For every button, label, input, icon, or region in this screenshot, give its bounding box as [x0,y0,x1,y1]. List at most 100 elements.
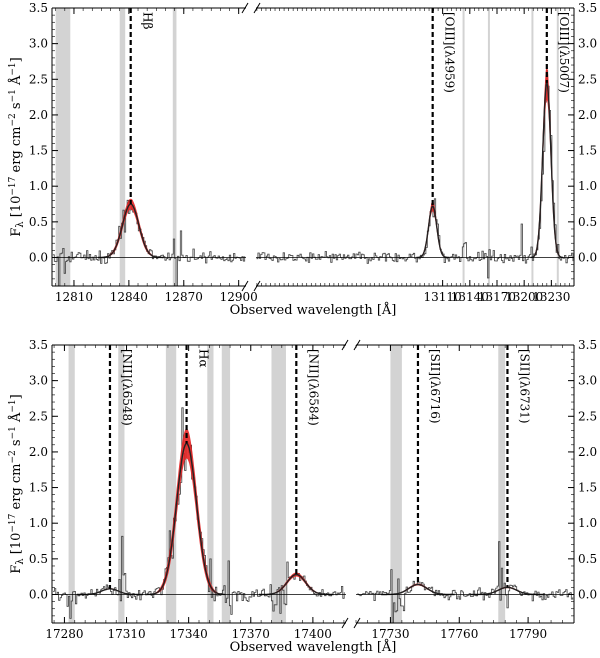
x-tick-label: 17730 [371,627,409,641]
x-tick-label: 17340 [170,627,208,641]
y-tick-labels-right: 3.5 3.0 2.5 2.0 1.5 1.0 0.5 0.0 [578,338,597,601]
sky-band [118,345,125,623]
fit-uncertainty-band [146,428,226,595]
sky-band [119,8,126,286]
y-tick-label: 1.5 [578,481,597,495]
x-tick-labels: 12810 12840 12870 12900 13110131401317013200… [55,290,571,304]
y-tick-label: 2.0 [29,108,48,122]
line-label: [OIII](λ5007) [557,12,571,93]
flux-trace [256,70,574,279]
y-tick-label: 2.5 [29,72,48,86]
break-slash [253,2,261,14]
fit-model-line [416,205,449,259]
y-tick-label: 0.0 [29,250,48,264]
y-tick-labels-left: 3.5 3.0 2.5 2.0 1.5 1.0 0.5 0.0 [29,1,48,264]
line-label: [SII](λ6731) [517,349,531,424]
sky-band [498,345,506,623]
y-tick-label: 0.0 [578,587,597,601]
y-tick-label: 3.0 [578,374,597,388]
break-slash [241,2,249,14]
y-tick-labels-left: 3.5 3.0 2.5 2.0 1.5 1.0 0.5 0.0 [29,338,48,601]
line-label: [OIII](λ4959) [443,12,457,93]
y-tick-label: 3.0 [29,374,48,388]
flux-trace [52,199,246,286]
x-tick-label: 17280 [45,627,83,641]
y-tick-label: 0.5 [29,215,48,229]
sky-band [55,8,71,286]
y-tick-label: 1.5 [29,144,48,158]
y-tick-label: 1.5 [578,144,597,158]
break-slash [341,617,349,629]
y-tick-label: 1.0 [29,516,48,530]
break-slash [353,339,361,351]
x-tick-label: 13170 [478,290,516,304]
fit-uncertainty-band [97,198,164,258]
line-label: [NII](λ6584) [306,349,320,426]
y-tick-label: 3.5 [578,338,597,352]
y-tick-label: 2.0 [29,445,48,459]
fit-uncertainty-band [416,201,449,258]
fit-model-line [97,203,164,259]
bottom-spectrum-panel: [NII](λ6548) Hα [NII](λ6584) [SII](λ6716) [S… [8,338,597,655]
gaussian-fits [76,428,545,596]
axes-frame [51,7,575,287]
break-slash [253,280,261,292]
x-axis-label: Observed wavelength [Å] [230,302,397,318]
sky-band [390,345,402,623]
x-tick-label: 17310 [107,627,145,641]
x-tick-label: 17370 [232,627,270,641]
x-tick-label: 17760 [440,627,478,641]
x-tick-label: 13140 [451,290,489,304]
break-slash [241,280,249,292]
flux-trace [357,541,574,623]
sky-band [487,8,490,286]
y-tick-label: 3.5 [29,1,48,15]
sky-line-bands [68,345,506,623]
sky-band [556,8,559,286]
y-tick-label: 2.5 [578,409,597,423]
y-tick-label: 2.0 [578,108,597,122]
line-label: Hα [197,349,211,368]
y-tick-label: 0.0 [578,250,597,264]
x-tick-label: 17400 [294,627,332,641]
sky-line-bands [55,8,559,286]
sky-band [207,345,214,623]
fit-model-line [146,442,226,596]
y-tick-label: 1.0 [29,179,48,193]
x-tick-label: 13230 [532,290,570,304]
axes-frame [51,344,575,624]
line-markers: Hβ [OIII](λ4959) [OIII](λ5007) [129,8,571,207]
y-tick-label: 2.5 [29,409,48,423]
sky-band [172,8,177,286]
y-tick-label: 2.0 [578,445,597,459]
x-tick-label: 12840 [110,290,148,304]
sky-band [271,345,286,623]
tick-marks [52,7,575,287]
axis-break-marks [341,339,361,629]
y-axis-label: Fλ [10−17 erg cm−2 s−1 Å−1] [8,394,26,574]
line-label: Hβ [141,12,155,29]
sky-band [165,345,177,623]
x-tick-label: 17790 [509,627,547,641]
x-tick-label: 12900 [220,290,258,304]
gaussian-fits [97,65,564,259]
line-label: [SII](λ6716) [428,349,442,424]
y-tick-labels-right: 3.5 3.0 2.5 2.0 1.5 1.0 0.5 0.0 [578,1,597,264]
y-tick-label: 3.0 [578,37,597,51]
break-slash [353,617,361,629]
axis-break-marks [241,2,261,292]
y-tick-label: 1.5 [29,481,48,495]
top-spectrum-panel: Hβ [OIII](λ4959) [OIII](λ5007) 3.5 3.0 2.5 2.… [8,1,597,318]
x-tick-label: 12810 [55,290,93,304]
sky-band [462,8,465,286]
y-tick-label: 0.5 [29,552,48,566]
x-axis-label: Observed wavelength [Å] [230,639,397,655]
sky-band [68,345,75,623]
x-tick-labels: 17280 17310 17340 17370 17400 17730 17760 17790 [45,627,547,641]
sky-band [531,8,534,286]
line-label: [NII](λ6548) [120,349,134,426]
break-slash [341,339,349,351]
x-tick-label: 13110 [424,290,462,304]
y-tick-label: 1.0 [578,516,597,530]
